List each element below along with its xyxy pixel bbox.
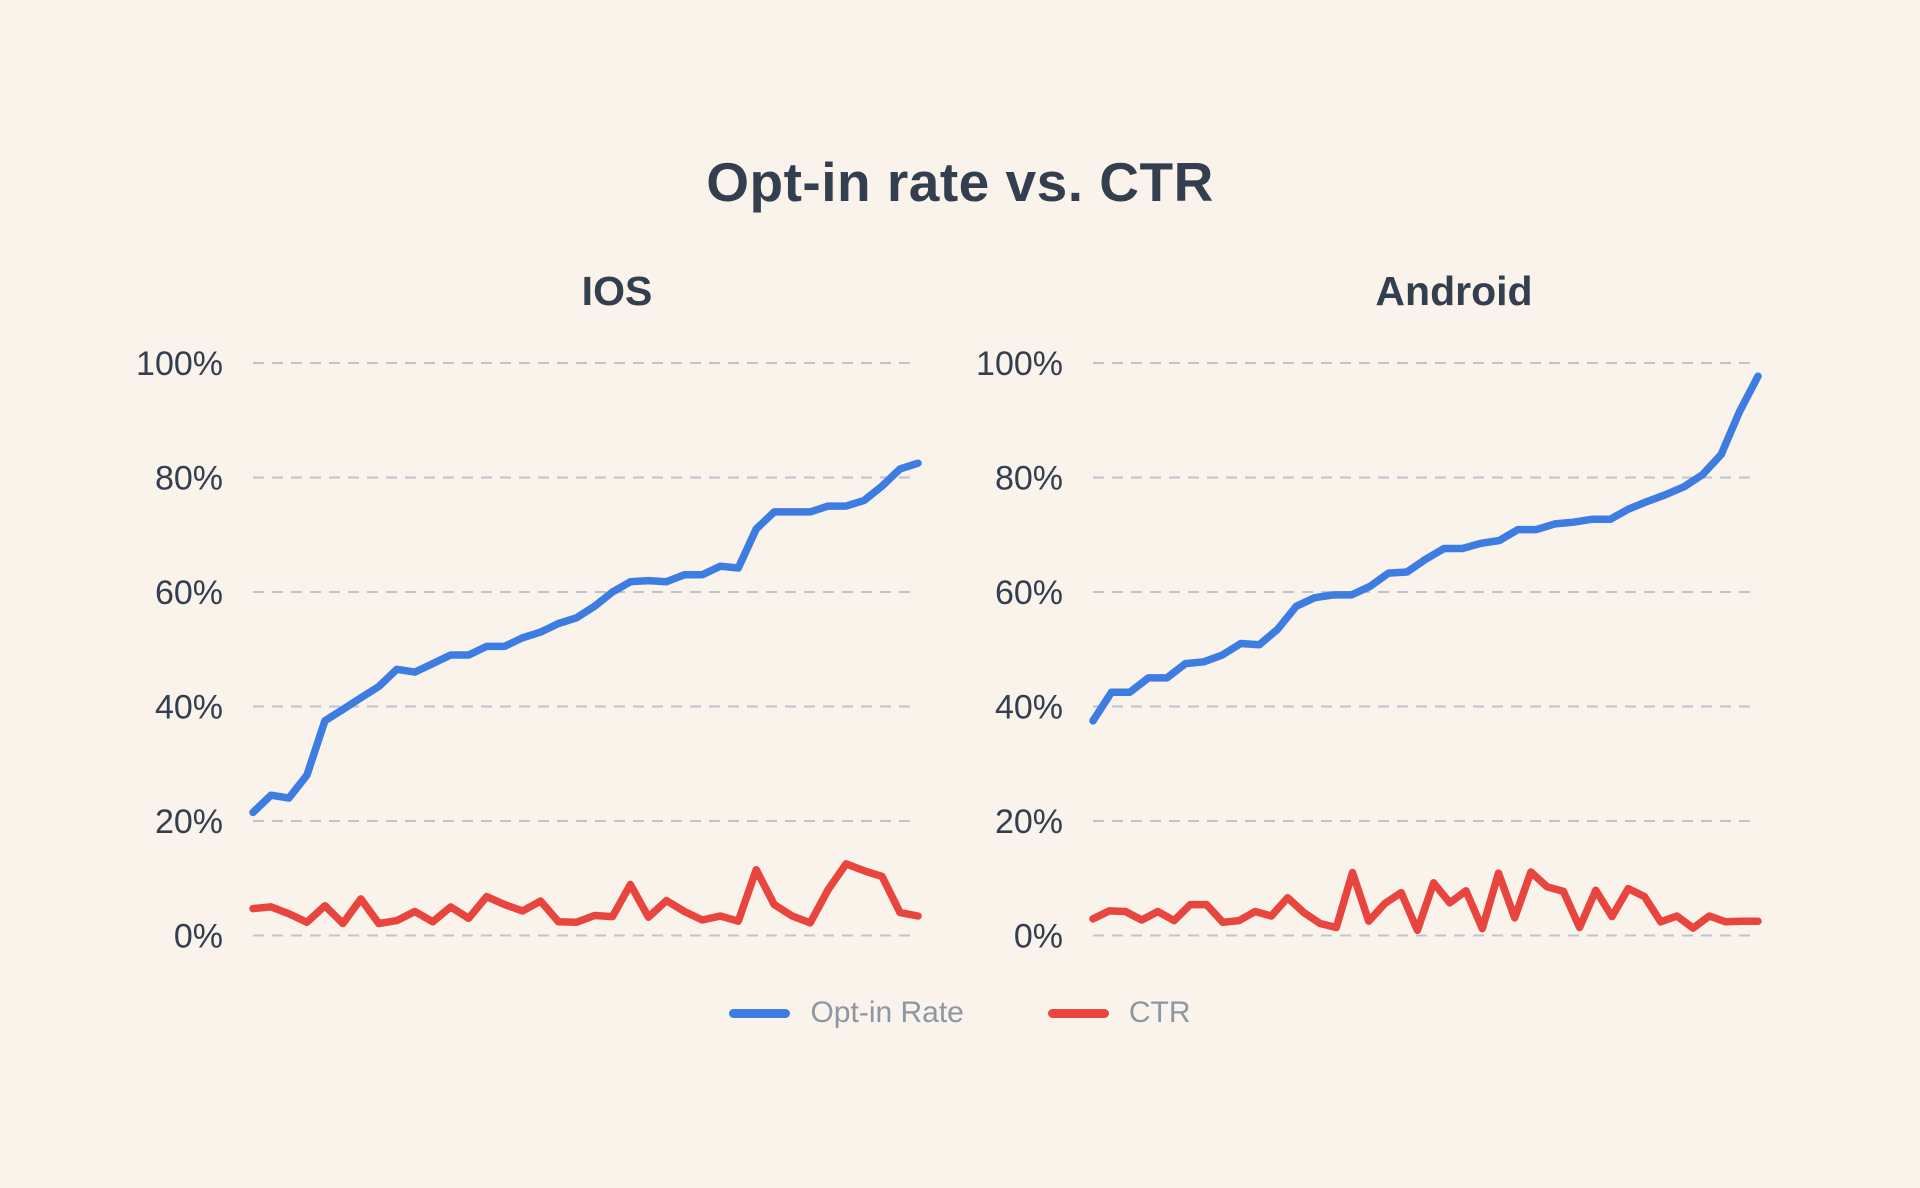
legend-item-ctr: CTR: [1047, 996, 1191, 1030]
ctr-swatch: [1047, 1008, 1109, 1018]
chart-title-ios: IOS: [581, 268, 653, 314]
page-title: Opt-in rate vs. CTR: [706, 151, 1214, 213]
android-ytick-40: 40%: [995, 689, 1063, 727]
ios-ytick-40: 40%: [155, 689, 223, 727]
android-opt-in-rate-line: [1089, 372, 1762, 725]
ios-line-chart: 100% 80% 60% 40% 20% 0%: [136, 345, 922, 956]
ios-ctr-line: [249, 860, 922, 928]
android-ytick-100: 100%: [976, 345, 1063, 383]
chart-title-android: Android: [1375, 268, 1533, 314]
ios-ytick-0: 0%: [174, 918, 223, 956]
legend-label-ctr: CTR: [1128, 996, 1191, 1029]
android-line-chart: 100% 80% 60% 40% 20% 0%: [976, 345, 1762, 956]
ios-ytick-100: 100%: [136, 345, 223, 383]
ios-opt-in-rate-line: [249, 459, 922, 817]
ios-ytick-20: 20%: [155, 803, 223, 841]
ios-ytick-80: 80%: [155, 460, 223, 498]
legend: Opt-in Rate CTR: [0, 996, 1920, 1030]
legend-label-opt-in-rate: Opt-in Rate: [810, 996, 964, 1029]
android-ytick-80: 80%: [995, 460, 1063, 498]
android-ytick-60: 60%: [995, 574, 1063, 612]
ios-ytick-60: 60%: [155, 574, 223, 612]
android-ytick-0: 0%: [1014, 918, 1063, 956]
legend-item-opt-in-rate: Opt-in Rate: [729, 996, 964, 1030]
opt-in-rate-swatch: [729, 1008, 791, 1018]
android-ytick-20: 20%: [995, 803, 1063, 841]
android-ctr-line: [1089, 868, 1762, 935]
